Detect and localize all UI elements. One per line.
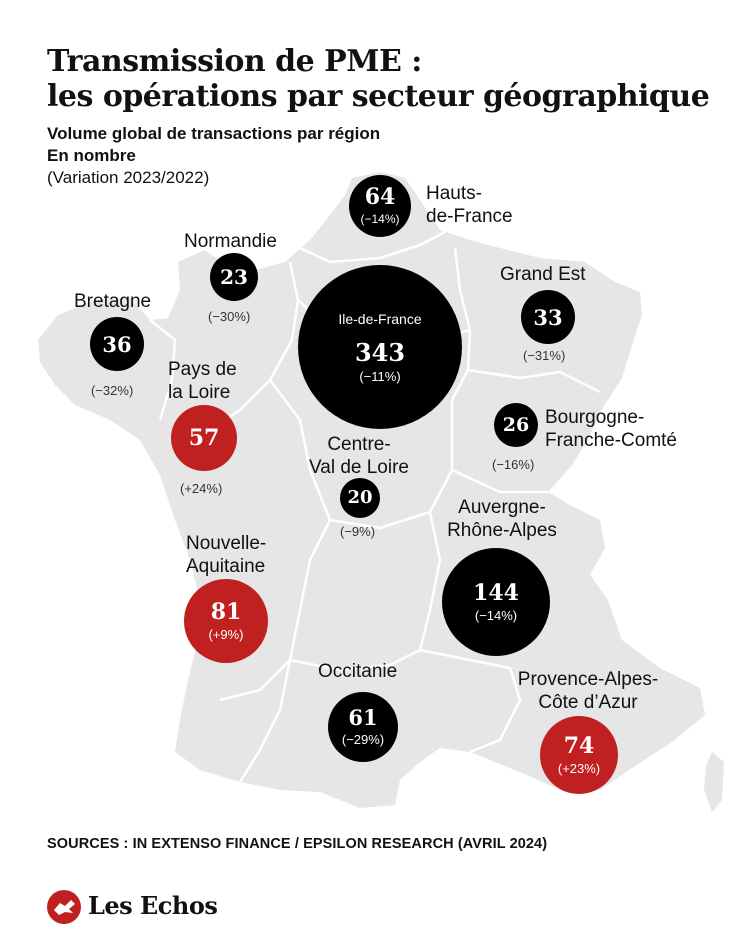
label-bretagne-line-1: Bretagne — [74, 291, 152, 312]
value-bourgogne-franche-comte: 26 — [502, 413, 530, 436]
bubble-centre-val-de-loire[interactable]: 20 — [340, 478, 380, 518]
bubble-nouvelle-aquitaine[interactable]: 81 (+9%) — [184, 579, 268, 663]
title-line-2: les opérations par secteur géographique — [47, 79, 710, 114]
value-centre-val-de-loire: 20 — [347, 487, 373, 508]
label-bourgogne-franche-comte-line-2: Franche-Comté — [545, 430, 677, 451]
subtitle-measure: Volume global de transactions par région — [47, 124, 381, 143]
label-centre-val-de-loire-line-1: Centre- — [327, 434, 391, 455]
bubble-grand-est[interactable]: 33 — [521, 290, 575, 344]
value-grand-est: 33 — [533, 304, 563, 330]
label-pays-de-la-loire-line-2: la Loire — [168, 382, 231, 403]
region-borders — [149, 230, 601, 783]
variation-ile-de-france: (−11%) — [359, 368, 401, 384]
label-nouvelle-aquitaine: Nouvelle- Aquitaine — [186, 532, 266, 578]
bubble-ile-de-france[interactable]: Ile-de-France 343 (−11%) — [298, 265, 462, 429]
label-centre-val-de-loire: Centre- Val de Loire — [303, 433, 415, 479]
value-hauts-de-france: 64 — [364, 184, 396, 210]
chart-title: Transmission de PME : les opérations par… — [47, 44, 710, 114]
variation-bretagne: (−32%) — [91, 383, 134, 398]
variation-auvergne-rhone-alpes: (−14%) — [474, 607, 518, 623]
value-occitanie: 61 — [348, 705, 378, 730]
value-auvergne-rhone-alpes: 144 — [473, 579, 519, 606]
label-normandie-line-1: Normandie — [184, 231, 277, 252]
label-nouvelle-aquitaine-line-2: Aquitaine — [186, 556, 266, 577]
bubble-auvergne-rhone-alpes[interactable]: 144 (−14%) — [442, 548, 550, 656]
variation-occitanie: (−29%) — [341, 732, 385, 747]
bubble-pays-de-la-loire[interactable]: 57 — [171, 405, 237, 471]
les-echos-emblem-icon — [54, 900, 75, 915]
label-pays-de-la-loire: Pays de la Loire — [168, 358, 237, 404]
label-provence-alpes-cote-d-azur: Provence-Alpes- Côte d’Azur — [510, 668, 666, 714]
bubble-bourgogne-franche-comte[interactable]: 26 — [494, 403, 538, 447]
variation-centre-val-de-loire: (−9%) — [340, 524, 376, 539]
label-nouvelle-aquitaine-line-1: Nouvelle- — [186, 533, 267, 554]
label-hauts-de-france: Hauts- de-France — [426, 182, 513, 228]
les-echos-logo-icon — [47, 890, 81, 924]
corsica-outline — [704, 752, 724, 812]
label-auvergne-rhone-alpes-line-1: Auvergne- — [458, 497, 546, 518]
sources-note: SOURCES : IN EXTENSO FINANCE / EPSILON R… — [47, 836, 548, 852]
label-bourgogne-franche-comte: Bourgogne- Franche-Comté — [545, 406, 677, 452]
subtitle-unit: En nombre — [47, 146, 136, 165]
value-provence-alpes-cote-d-azur: 74 — [563, 732, 595, 759]
variation-provence-alpes-cote-d-azur: (+23%) — [557, 760, 601, 776]
bubble-hauts-de-france[interactable]: 64 (−14%) — [349, 175, 411, 237]
name-ile-de-france: Ile-de-France — [338, 310, 422, 327]
variation-bourgogne-franche-comte: (−16%) — [492, 457, 535, 472]
label-centre-val-de-loire-line-2: Val de Loire — [309, 457, 409, 478]
label-provence-alpes-cote-d-azur-line-2: Côte d’Azur — [538, 692, 638, 713]
label-auvergne-rhone-alpes-line-2: Rhône-Alpes — [447, 520, 557, 541]
value-bretagne: 36 — [102, 331, 132, 357]
variation-grand-est: (−31%) — [523, 348, 566, 363]
bubble-occitanie[interactable]: 61 (−29%) — [328, 692, 398, 762]
bubble-provence-alpes-cote-d-azur[interactable]: 74 (+23%) — [540, 716, 618, 794]
label-occitanie-line-1: Occitanie — [318, 661, 398, 682]
label-bretagne: Bretagne — [74, 290, 151, 313]
bubble-normandie[interactable]: 23 — [210, 253, 258, 301]
variation-normandie: (−30%) — [208, 309, 251, 324]
label-hauts-de-france-line-2: de-France — [426, 206, 513, 227]
label-pays-de-la-loire-line-1: Pays de — [168, 359, 237, 380]
label-grand-est-line-1: Grand Est — [500, 264, 586, 285]
title-line-1: Transmission de PME : — [47, 44, 422, 79]
subtitle-variation: (Variation 2023/2022) — [47, 168, 210, 187]
label-provence-alpes-cote-d-azur-line-1: Provence-Alpes- — [517, 669, 659, 690]
variation-hauts-de-france: (−14%) — [360, 212, 400, 226]
variation-nouvelle-aquitaine: (+9%) — [208, 626, 244, 642]
label-hauts-de-france-line-1: Hauts- — [426, 183, 482, 204]
label-normandie: Normandie — [184, 230, 277, 253]
value-normandie: 23 — [220, 265, 248, 289]
label-grand-est: Grand Est — [500, 263, 586, 286]
value-ile-de-france: 343 — [354, 337, 406, 367]
les-echos-logo-text[interactable]: Les Echos — [88, 891, 218, 920]
label-bourgogne-franche-comte-line-1: Bourgogne- — [545, 407, 645, 428]
bubble-bretagne[interactable]: 36 — [90, 317, 144, 371]
value-nouvelle-aquitaine: 81 — [210, 598, 242, 625]
value-pays-de-la-loire: 57 — [188, 425, 220, 451]
label-occitanie: Occitanie — [318, 660, 397, 683]
label-auvergne-rhone-alpes: Auvergne- Rhône-Alpes — [441, 496, 563, 542]
variation-pays-de-la-loire: (+24%) — [180, 481, 223, 496]
